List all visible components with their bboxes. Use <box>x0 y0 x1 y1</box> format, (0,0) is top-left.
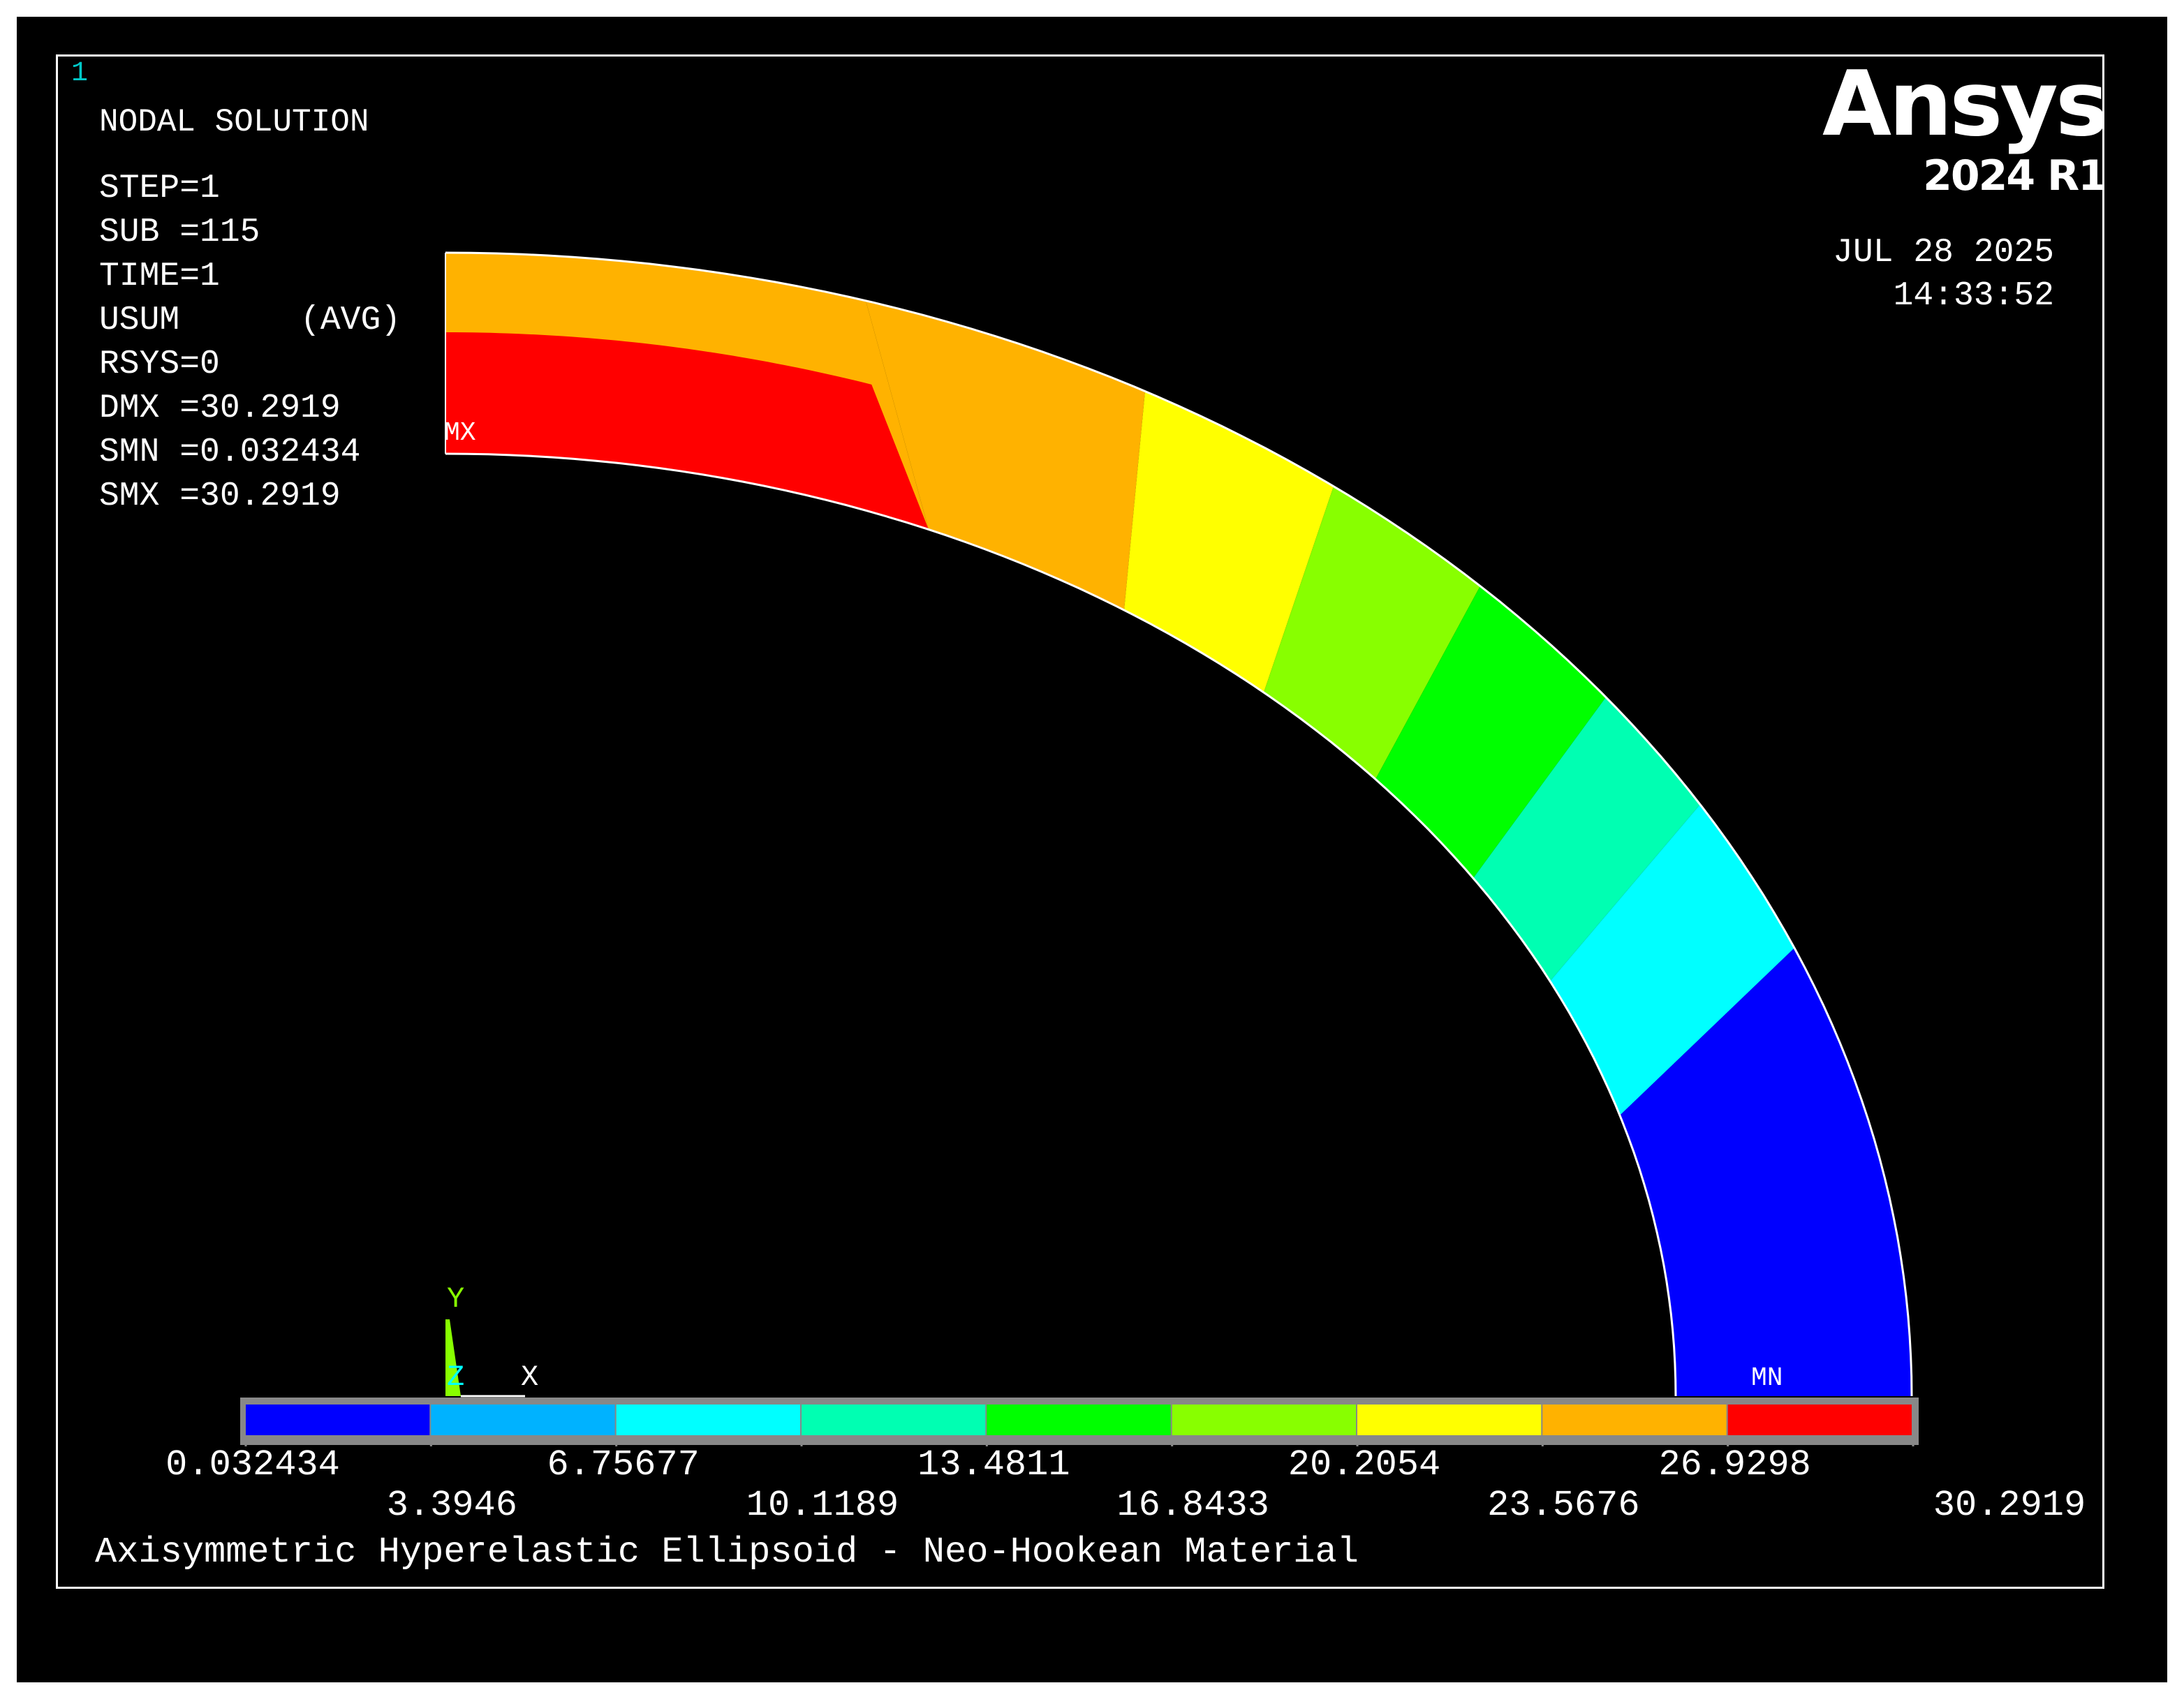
legend-value-label: 20.2054 <box>1288 1444 1440 1485</box>
legend-value-label: 23.5676 <box>1487 1485 1639 1526</box>
contour-band <box>1124 391 1334 692</box>
legend-color-cell <box>1542 1405 1727 1435</box>
model-outer-edge <box>445 251 1913 1397</box>
legend-value-label: 26.9298 <box>1658 1444 1810 1485</box>
window-number: 1 <box>71 58 89 89</box>
info-usum: USUM (AVG) <box>99 302 401 339</box>
max-marker: MX <box>444 418 476 448</box>
model-inner-edge <box>445 452 1677 1397</box>
legend-value-label: 3.3946 <box>387 1485 517 1526</box>
legend-color-cell <box>431 1405 615 1435</box>
graphics-window-frame <box>56 54 2104 1589</box>
legend-color-cell <box>616 1405 800 1435</box>
contour-band <box>445 332 929 530</box>
info-step: STEP=1 <box>99 170 220 207</box>
color-legend: 0.032434 6.75677 13.4811 20.2054 26.9298 3.39… <box>165 1398 2086 1526</box>
info-smn: SMN =0.032434 <box>99 433 361 471</box>
info-rsys: RSYS=0 <box>99 346 220 383</box>
legend-color-cell <box>1172 1405 1356 1435</box>
triad-y-label: Y <box>447 1282 464 1316</box>
logo-version: 2024 R1 <box>1923 151 2107 200</box>
plot-time: 14:33:52 <box>1893 277 2054 315</box>
contour-band <box>1375 586 1606 878</box>
triad-y-arrow <box>445 1319 461 1396</box>
legend-color-cell <box>987 1405 1171 1435</box>
axis-triad: Y Z X <box>445 1282 538 1398</box>
contour-band <box>1264 486 1480 780</box>
ansys-logo: Ansys 2024 R1 <box>1822 52 2109 200</box>
plot-title: NODAL SOLUTION <box>99 104 369 140</box>
contour-bands <box>445 253 1912 1396</box>
contour-band <box>1473 697 1700 981</box>
legend-value-label: 0.032434 <box>165 1444 340 1485</box>
legend-color-cell <box>802 1405 986 1435</box>
contour-band <box>866 300 1145 610</box>
plot-date: JUL 28 2025 <box>1833 234 2054 272</box>
logo-name: Ansys <box>1822 52 2109 156</box>
legend-value-label: 30.2919 <box>1933 1485 2086 1526</box>
triad-x-label: X <box>521 1361 538 1394</box>
info-smx: SMX =30.2919 <box>99 477 341 515</box>
info-sub: SUB =115 <box>99 214 260 251</box>
model-title: Axisymmetric Hyperelastic Ellipsoid - Ne… <box>95 1532 1359 1573</box>
info-dmx: DMX =30.2919 <box>99 390 341 427</box>
legend-value-label: 10.1189 <box>746 1485 899 1526</box>
legend-color-cell <box>1357 1405 1542 1435</box>
legend-color-cell <box>246 1405 430 1435</box>
legend-value-label: 6.75677 <box>547 1444 699 1485</box>
min-marker: MN <box>1751 1363 1783 1393</box>
contour-band <box>1550 804 1794 1116</box>
contour-band <box>1620 948 1912 1396</box>
triad-z-label: Z <box>447 1361 464 1394</box>
info-time: TIME=1 <box>99 258 220 295</box>
legend-value-label: 13.4811 <box>917 1444 1070 1485</box>
legend-color-cell <box>1727 1405 1912 1435</box>
legend-value-label: 16.8433 <box>1116 1485 1269 1526</box>
